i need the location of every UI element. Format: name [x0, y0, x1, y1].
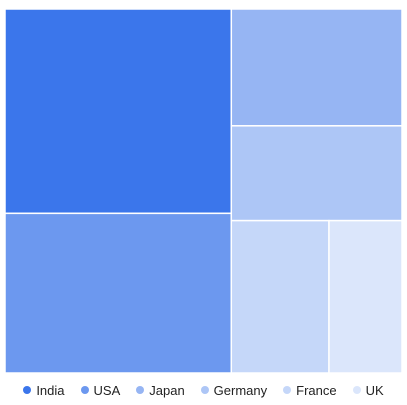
legend-label: India [36, 382, 65, 398]
treemap-tile-usa[interactable] [4, 212, 233, 374]
legend-marker [283, 386, 292, 394]
legend-marker [23, 386, 32, 394]
legend: India USA Japan Germany France UK [0, 380, 407, 400]
treemap-tile-germany[interactable] [230, 125, 403, 222]
legend-item-usa[interactable]: USA [80, 382, 121, 398]
legend-label: Germany [213, 382, 268, 398]
legend-label: Japan [149, 382, 185, 398]
legend-item-germany[interactable]: Germany [200, 382, 268, 398]
treemap-tile-india[interactable] [4, 8, 233, 215]
treemap-tile-japan[interactable] [230, 8, 403, 127]
legend-item-india[interactable]: India [23, 382, 65, 398]
treemap-tile-france[interactable] [230, 219, 330, 374]
treemap-plot [4, 8, 403, 374]
legend-label: USA [93, 382, 121, 398]
legend-marker [136, 386, 145, 394]
treemap-tile-uk[interactable] [328, 219, 403, 374]
legend-marker [200, 386, 209, 394]
legend-marker [80, 386, 89, 394]
legend-item-japan[interactable]: Japan [136, 382, 185, 398]
treemap-tiles [4, 8, 403, 374]
legend-label: France [296, 382, 337, 398]
legend-item-france[interactable]: France [283, 382, 337, 398]
legend-marker [352, 386, 361, 394]
legend-label: UK [365, 382, 384, 398]
legend-item-uk[interactable]: UK [352, 382, 384, 398]
